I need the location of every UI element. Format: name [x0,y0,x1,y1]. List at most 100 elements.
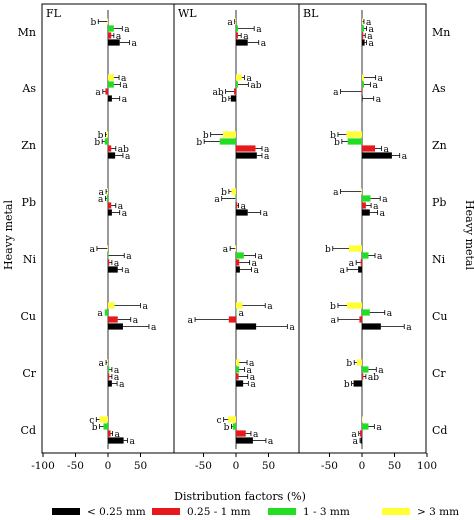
significance-label: ab [250,81,261,91]
significance-label: a [246,366,252,376]
significance-label: a [119,380,125,390]
significance-label: a [124,25,130,35]
x-tick-label: 100 [417,460,437,472]
bar [362,39,365,46]
bar [108,252,109,259]
bar [106,131,108,138]
bar [362,25,364,32]
bar [231,188,236,195]
bar [236,373,239,380]
bar [236,302,243,309]
significance-label: a [406,323,412,333]
significance-label: b [330,131,336,141]
metal-label-left: Pb [22,196,36,209]
significance-label: a [402,152,408,162]
bar [107,188,108,195]
significance-label: a [99,188,105,198]
metal-label-left: Mn [18,26,36,39]
significance-label: a [382,195,388,205]
bar [232,423,236,430]
x-tick-label: 50 [388,460,401,472]
bar [108,209,112,216]
legend-label: 1 - 3 mm [303,506,350,518]
bar [105,88,108,95]
significance-label: a [289,323,295,333]
significance-label: a [387,309,393,319]
significance-label: b [92,423,98,433]
significance-label: a [252,259,258,269]
significance-label: b [90,18,96,28]
legend: < 0.25 mm 0.25 - 1 mm 1 - 3 mm > 3 mm [52,506,459,518]
legend-swatch [268,508,296,515]
bar [108,25,114,32]
bar [108,266,118,273]
significance-label: a [133,316,139,326]
significance-label: b [325,245,331,255]
bar [108,366,110,373]
significance-label: a [241,202,247,212]
bar [356,359,362,366]
significance-label: a [143,302,149,312]
significance-label: a [349,259,355,269]
bar [236,266,240,273]
bar [108,302,115,309]
x-tick-label: 50 [134,460,147,472]
significance-label: b [330,302,336,312]
significance-label: b [334,138,340,148]
significance-label: a [98,195,104,205]
bar [236,39,248,46]
bar [108,437,124,444]
significance-label: a [239,309,245,319]
significance-label: a [249,359,255,369]
significance-label: a [223,245,229,255]
x-tick-label: 50 [262,460,275,472]
significance-label: a [125,152,131,162]
bar [108,202,112,209]
legend-label: < 0.25 mm [87,506,146,518]
metal-label-left: Cu [20,310,36,323]
significance-label: a [268,437,274,447]
significance-label: b [196,138,202,148]
significance-label: a [333,88,339,98]
bar [236,437,253,444]
bar [362,209,370,216]
significance-label: a [258,252,264,262]
bar [235,245,236,252]
significance-label: b [98,131,104,141]
significance-label: a [253,430,259,440]
metal-label-left: Zn [21,139,36,152]
significance-label: a [122,81,128,91]
bar [108,323,123,330]
bar [236,359,240,366]
bar [108,373,110,380]
bar [236,209,248,216]
significance-label: a [246,74,252,84]
bar [362,95,363,102]
bar [108,145,112,152]
bar [219,138,236,145]
x-tick-label: 0 [105,460,112,472]
significance-label: a [114,373,120,383]
bar [236,323,257,330]
significance-label: a [121,74,127,84]
significance-label: a [122,95,128,105]
bar [236,309,237,316]
bar [349,245,362,252]
metal-label-right: As [431,82,446,95]
metal-label-right: Cd [432,424,447,437]
significance-label: a [377,252,383,262]
bar [236,380,244,387]
significance-label: a [367,32,373,42]
significance-label: a [340,266,346,276]
significance-label: a [131,39,137,49]
significance-label: a [263,209,269,219]
bar [362,416,363,423]
metal-label-right: Cr [432,367,446,380]
legend-label: 0.25 - 1 mm [187,506,251,518]
significance-label: a [373,202,379,212]
significance-label: b [94,138,100,148]
significance-label: a [115,430,121,440]
bar [235,18,236,25]
significance-label: a [264,145,270,155]
